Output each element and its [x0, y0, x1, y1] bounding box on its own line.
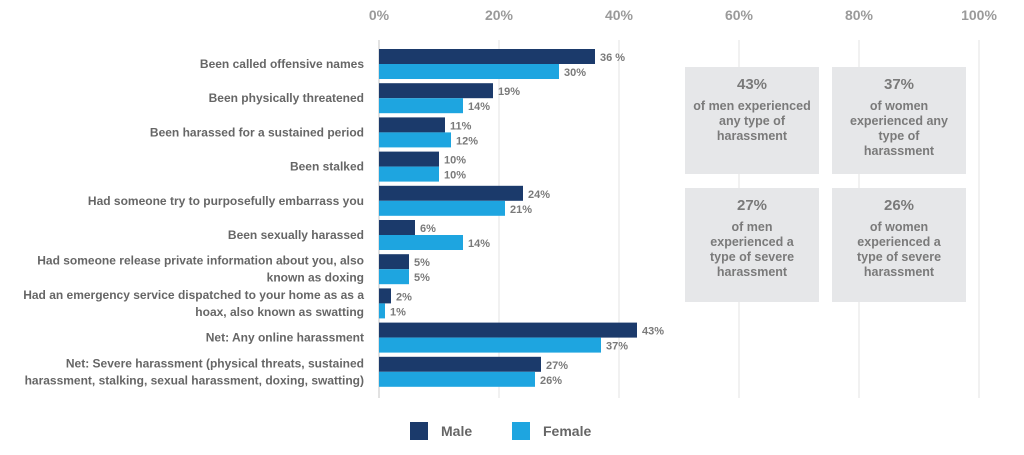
value-label-male: 24%	[528, 189, 550, 201]
value-label-female: 5%	[414, 272, 430, 284]
category-label: Been stalked	[290, 160, 364, 174]
callout-text-line: of women	[870, 99, 928, 113]
category-label: Been called offensive names	[200, 57, 364, 71]
value-label-female: 12%	[456, 135, 478, 147]
value-label-male: 27%	[546, 360, 568, 372]
bar-female	[379, 166, 439, 182]
category-label: Been physically threatened	[209, 91, 364, 105]
value-label-female: 1%	[390, 306, 406, 318]
value-label-male: 2%	[396, 291, 412, 303]
category-label: Been harassed for a sustained period	[150, 125, 364, 139]
callout-box	[832, 188, 966, 302]
callout-text-line: harassment	[864, 265, 935, 279]
x-tick-label: 80%	[845, 7, 874, 23]
callout-text-line: any type of	[719, 114, 786, 128]
value-label-male: 36 %	[600, 52, 625, 64]
bar-female	[379, 132, 451, 148]
bar-male	[379, 288, 391, 304]
x-tick-label: 40%	[605, 7, 634, 23]
callout-percent: 26%	[884, 197, 914, 214]
legend-swatch-male	[410, 422, 428, 440]
value-label-female: 30%	[564, 67, 586, 79]
bar-male	[379, 220, 415, 235]
legend-swatch-female	[512, 422, 530, 440]
value-label-male: 5%	[414, 257, 430, 269]
value-label-male: 10%	[444, 155, 466, 167]
callout-box	[685, 188, 819, 302]
value-label-female: 21%	[510, 204, 532, 216]
value-label-male: 6%	[420, 223, 436, 235]
value-label-male: 11%	[450, 120, 472, 132]
bar-male	[379, 254, 409, 270]
bar-male	[379, 322, 637, 338]
category-label: harassment, stalking, sexual harassment,…	[25, 373, 364, 387]
bar-female	[379, 303, 385, 319]
value-label-female: 14%	[468, 101, 490, 113]
callout-box	[832, 67, 966, 174]
callout-text-line: harassment	[717, 265, 788, 279]
callout-text-line: type of severe	[857, 250, 941, 264]
category-label: Had someone release private information …	[37, 254, 364, 268]
bar-male	[379, 151, 439, 167]
callout-box	[685, 67, 819, 174]
category-label: Had an emergency service dispatched to y…	[23, 288, 364, 302]
category-label: hoax, also known as swatting	[195, 305, 364, 319]
x-tick-label: 0%	[369, 7, 390, 23]
bar-male	[379, 117, 445, 133]
value-label-female: 10%	[444, 170, 466, 182]
bar-female	[379, 371, 535, 387]
bar-female	[379, 98, 463, 114]
x-tick-label: 100%	[961, 7, 997, 23]
category-label: Net: Any online harassment	[206, 331, 364, 345]
callout-text-line: experienced any	[850, 114, 948, 128]
legend-label-female: Female	[543, 423, 591, 439]
callout-text-line: experienced a	[710, 235, 794, 249]
bar-female	[379, 235, 463, 250]
bar-female	[379, 269, 409, 285]
category-label: Been sexually harassed	[228, 228, 364, 242]
value-label-male: 19%	[498, 86, 520, 98]
callout-text-line: harassment	[864, 144, 935, 158]
callout-text-line: type of	[879, 129, 921, 143]
bar-male	[379, 49, 595, 64]
x-tick-label: 60%	[725, 7, 754, 23]
callout-percent: 27%	[737, 197, 767, 214]
category-label: Had someone try to purposefully embarras…	[88, 194, 364, 208]
bar-male	[379, 83, 493, 99]
category-label: known as doxing	[267, 271, 364, 285]
x-tick-label: 20%	[485, 7, 514, 23]
value-label-female: 37%	[606, 341, 628, 353]
callout-text-line: of men experienced	[693, 99, 810, 113]
category-label: Net: Severe harassment (physical threats…	[66, 356, 364, 370]
bar-male	[379, 356, 541, 372]
callout-text-line: experienced a	[857, 235, 941, 249]
value-label-female: 14%	[468, 238, 490, 250]
value-label-female: 26%	[540, 375, 562, 387]
value-label-male: 43%	[642, 326, 664, 338]
callout-percent: 43%	[737, 76, 767, 93]
callout-text-line: type of severe	[710, 250, 794, 264]
bar-female	[379, 64, 559, 79]
bar-female	[379, 337, 601, 353]
callout-percent: 37%	[884, 76, 914, 93]
callout-text-line: harassment	[717, 129, 788, 143]
callout-text-line: of women	[870, 220, 928, 234]
bar-male	[379, 185, 523, 201]
bar-female	[379, 200, 505, 216]
legend-label-male: Male	[441, 423, 472, 439]
callout-text-line: of men	[732, 220, 773, 234]
